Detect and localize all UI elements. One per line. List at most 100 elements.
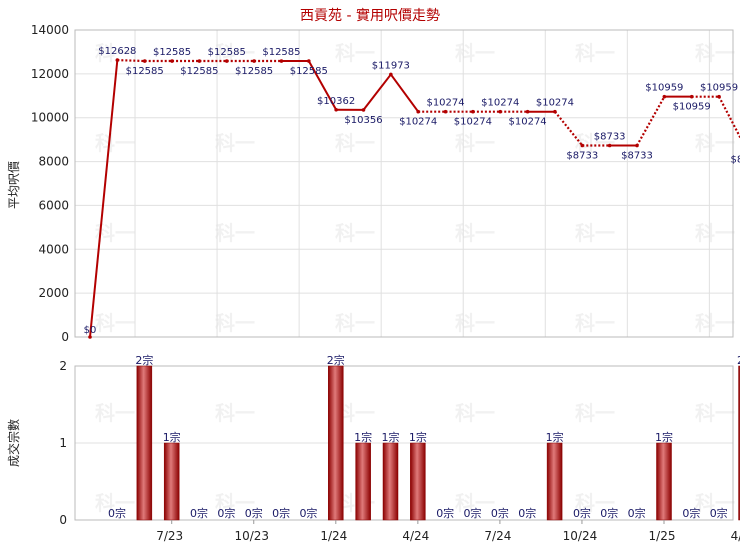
price-label-23: $10959: [700, 83, 738, 94]
price-y-tick-6: 12000: [31, 67, 69, 81]
deals-bar-10: [382, 442, 399, 521]
deals-bar-20: [656, 442, 672, 521]
price-label-3: $12585: [153, 47, 191, 58]
deals-x-tick-0: 7/23: [156, 529, 183, 543]
deals-label-16: 1宗: [546, 430, 564, 444]
watermark-16: 科一: [575, 221, 615, 245]
deals-label-2: 1宗: [163, 430, 181, 444]
deals-label-20: 1宗: [655, 430, 673, 444]
price-point-21: [662, 94, 667, 99]
deals-bar-16: [546, 442, 563, 521]
deals-label-8: 2宗: [327, 353, 345, 367]
price-label-4: $12585: [180, 66, 218, 77]
deals-label-21: 0宗: [682, 506, 700, 520]
deals-label-11: 1宗: [409, 430, 427, 444]
watermark-0: 科一: [95, 41, 135, 65]
deals-x-tick-7: 4/25: [731, 529, 740, 543]
deals-grid: [74, 365, 734, 521]
deals-y-tick-0: 0: [59, 513, 67, 527]
watermark-33: 科一: [455, 491, 495, 515]
price-y-tick-0: 0: [61, 330, 69, 344]
deals-label-10: 1宗: [382, 430, 400, 444]
price-point-19: [607, 143, 612, 148]
deals-label-3: 0宗: [190, 506, 208, 520]
chart-title: 西貢苑 - 實用呎價走勢: [300, 7, 440, 24]
watermark-3: 科一: [455, 41, 495, 65]
price-label-9: $10362: [317, 96, 355, 107]
deals-label-23: 2宗: [737, 353, 740, 367]
deals-x-ticks: 7/23 10/23 1/24 4/24 7/24 10/24 1/25 4/25: [156, 520, 740, 543]
price-point-20: [635, 143, 639, 148]
deals-bar-11: [410, 442, 426, 521]
deals-label-1: 2宗: [135, 353, 153, 367]
watermark-20: 科一: [335, 311, 375, 335]
watermark-8: 科一: [335, 131, 375, 155]
price-label-19: $8733: [594, 131, 626, 142]
watermark-19: 科一: [215, 311, 255, 335]
deals-label-22: 0宗: [710, 506, 728, 520]
watermark-13: 科一: [215, 221, 255, 245]
deals-x-tick-6: 1/25: [649, 529, 676, 543]
deals-bar-2: [163, 442, 180, 521]
price-y-tick-4: 8000: [38, 155, 69, 169]
deals-label-4: 0宗: [217, 506, 235, 520]
price-point-11: [389, 72, 393, 77]
watermark-18: 科一: [95, 311, 135, 335]
price-label-6: $12585: [235, 66, 273, 77]
price-label-15: $10274: [481, 98, 519, 109]
deals-y-tick-1: 1: [59, 436, 67, 450]
price-point-7: [279, 59, 284, 63]
watermark-22: 科一: [575, 311, 615, 335]
price-point-1: [115, 58, 120, 62]
watermark-25: 科一: [215, 401, 255, 425]
price-segment-20: [636, 96, 666, 147]
price-series: $0 $12628 $12585 $12585 $12585 $12585 $12585 $1…: [84, 46, 740, 339]
price-label-20: $8733: [621, 150, 653, 161]
price-segment-8: [307, 60, 338, 111]
deals-label-17: 0宗: [573, 506, 591, 520]
deals-label-9: 1宗: [354, 430, 372, 444]
deals-label-5: 0宗: [245, 506, 263, 520]
deals-x-tick-5: 10/24: [563, 529, 598, 543]
deals-label-0: 0宗: [108, 506, 126, 520]
watermark-34: 科一: [575, 491, 615, 515]
deals-bar-23: [738, 365, 740, 521]
price-y-tick-1: 2000: [38, 286, 69, 300]
price-y-tick-5: 10000: [31, 111, 69, 125]
watermark-6: 科一: [95, 131, 135, 155]
price-label-13: $10274: [426, 98, 464, 109]
price-point-15: [498, 109, 503, 114]
watermark-29: 科一: [695, 401, 735, 425]
deals-x-tick-1: 10/23: [234, 529, 269, 543]
price-label-17: $10274: [536, 98, 574, 109]
price-point-13: [443, 109, 448, 114]
watermark-9: 科一: [455, 131, 495, 155]
deals-x-tick-3: 4/24: [402, 529, 429, 543]
price-point-16: [525, 109, 530, 114]
deals-label-15: 0宗: [518, 506, 536, 520]
price-y-axis-label: 平均呎價: [7, 161, 21, 209]
price-point-3: [170, 59, 174, 63]
price-label-18: $8733: [566, 150, 598, 161]
price-point-0: [88, 335, 92, 339]
price-label-14: $10274: [454, 117, 492, 128]
deals-y-axis-label: 成交宗數: [6, 419, 21, 467]
deals-label-6: 0宗: [272, 506, 290, 520]
price-label-1: $12628: [98, 46, 136, 57]
watermark-23: 科一: [695, 311, 735, 335]
price-label-22: $10959: [673, 102, 711, 113]
price-point-9: [334, 107, 338, 112]
price-segment-11: [390, 73, 420, 113]
price-segment-0: [89, 59, 119, 338]
price-point-10: [361, 108, 366, 112]
deals-y-tick-2: 2: [59, 359, 67, 373]
price-segment-10: [362, 73, 392, 111]
price-label-16: $10274: [509, 117, 547, 128]
watermark-17: 科一: [695, 221, 735, 245]
watermark-7: 科一: [215, 131, 255, 155]
price-point-2: [142, 59, 147, 63]
price-label-8: $12585: [290, 66, 328, 77]
price-y-tick-3: 6000: [38, 198, 69, 212]
